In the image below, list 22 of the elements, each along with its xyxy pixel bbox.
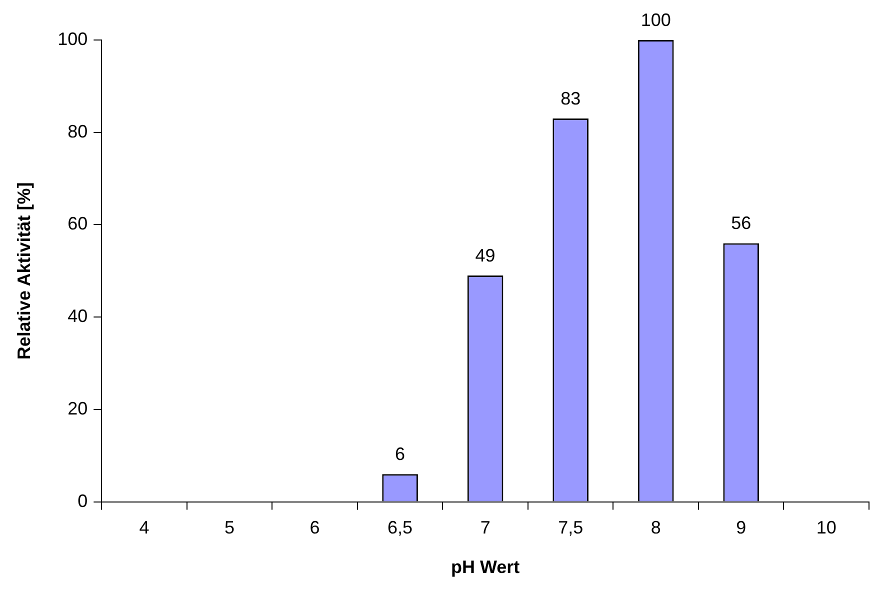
x-tick-label: 4 xyxy=(139,518,150,538)
x-tick-label: 6 xyxy=(310,518,320,538)
data-label: 49 xyxy=(475,245,496,266)
y-axis-title: Relative Aktivität [%] xyxy=(14,182,34,360)
x-axis-title: pH Wert xyxy=(450,557,520,578)
y-tick-label: 80 xyxy=(68,121,88,142)
x-tick-label: 9 xyxy=(736,518,746,538)
y-tick-label: 0 xyxy=(78,490,88,511)
data-label: 100 xyxy=(640,10,671,30)
x-tick-label: 5 xyxy=(224,518,235,538)
y-tick-label: 100 xyxy=(58,28,88,49)
x-tick-label: 8 xyxy=(650,518,661,538)
y-tick-label: 20 xyxy=(68,398,88,418)
x-tick-label: 6,5 xyxy=(388,518,413,538)
y-tick-label: 40 xyxy=(68,306,88,326)
y-tick-label: 60 xyxy=(68,214,88,234)
data-label: 83 xyxy=(560,88,581,108)
data-label: 6 xyxy=(395,444,406,464)
x-tick-label: 7,5 xyxy=(558,518,584,538)
data-label: 56 xyxy=(731,213,752,234)
x-tick-label: 7 xyxy=(480,518,490,538)
x-tick-label: 10 xyxy=(816,518,836,538)
